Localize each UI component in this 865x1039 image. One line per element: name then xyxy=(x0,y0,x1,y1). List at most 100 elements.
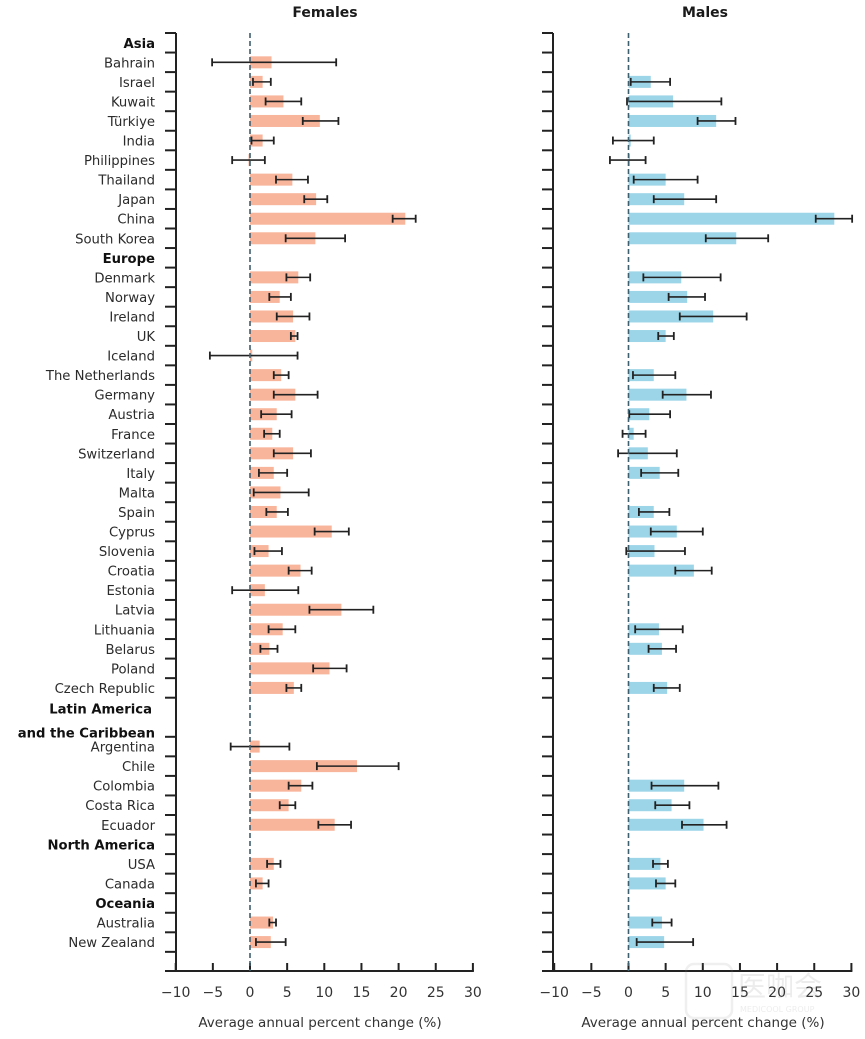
country-label: Slovenia xyxy=(99,545,155,560)
country-label: Norway xyxy=(105,291,155,306)
bar-germany xyxy=(250,388,296,401)
error-bar xyxy=(649,527,704,536)
error-bar xyxy=(634,625,684,634)
x-tick-label: 20 xyxy=(768,985,786,1001)
bar-uk xyxy=(628,330,666,343)
bar-ireland xyxy=(628,310,714,323)
error-bar xyxy=(289,332,299,341)
error-bar xyxy=(625,547,686,556)
error-bar xyxy=(285,683,303,692)
error-bar xyxy=(661,390,712,399)
error-bar xyxy=(681,820,728,829)
error-bar xyxy=(621,429,647,438)
country-label: Czech Republic xyxy=(55,682,155,697)
bar-spain xyxy=(250,505,277,518)
watermark-subtext: MEDICOOL GROUP xyxy=(740,1005,815,1014)
error-bar xyxy=(208,351,299,360)
country-label: UK xyxy=(137,330,156,345)
bar-cyprus xyxy=(250,525,332,538)
error-bar xyxy=(640,468,680,477)
country-label: Belarus xyxy=(105,643,155,658)
country-label: Thailand xyxy=(97,174,155,189)
error-bar xyxy=(287,566,313,575)
error-bar xyxy=(654,801,691,810)
country-label: France xyxy=(111,428,155,443)
error-bar xyxy=(263,429,281,438)
error-bar xyxy=(260,410,293,419)
error-bar xyxy=(313,527,350,536)
error-bar xyxy=(229,742,291,751)
x-tick-label: −10 xyxy=(539,985,569,1001)
error-bar xyxy=(231,156,266,165)
error-bar xyxy=(655,879,677,888)
bar-czech-republic xyxy=(628,681,668,694)
error-bar xyxy=(632,371,677,380)
error-bar xyxy=(303,195,329,204)
error-bar xyxy=(275,312,311,321)
row-labels: Asia Bahrain Israel Kuwait Türkiye India Phili… xyxy=(18,37,156,951)
error-bar xyxy=(308,605,375,614)
bar-lithuania xyxy=(250,623,283,636)
country-label: Denmark xyxy=(94,271,155,286)
country-label: Canada xyxy=(105,877,155,892)
bar-south-korea xyxy=(250,232,316,245)
error-bar xyxy=(317,820,352,829)
error-bar xyxy=(629,77,672,86)
bar-switzerland xyxy=(250,447,294,460)
region-header-label: Asia xyxy=(124,37,155,52)
error-bar xyxy=(252,488,310,497)
bar-ecuador xyxy=(628,818,704,831)
bar-czech-republic xyxy=(250,681,294,694)
country-label: New Zealand xyxy=(68,936,155,951)
country-label: Bahrain xyxy=(104,56,155,71)
females-x-axis-label: Average annual percent change (%) xyxy=(198,1015,441,1031)
region-header-label-line2: and the Caribbean xyxy=(18,726,155,741)
error-bar xyxy=(272,449,312,458)
watermark-badge-icon xyxy=(684,962,734,1020)
country-label: Italy xyxy=(126,467,155,482)
watermark-logo: 医咖会 MEDICOOL GROUP xyxy=(684,962,822,1020)
x-tick-label: 30 xyxy=(842,985,860,1001)
region-header-label: North America xyxy=(47,838,155,853)
error-bar xyxy=(674,566,713,575)
error-bar xyxy=(626,97,723,106)
country-label: Estonia xyxy=(106,584,155,599)
error-bar xyxy=(259,644,279,653)
x-tick-label: 20 xyxy=(390,985,408,1001)
x-tick-label: 5 xyxy=(283,985,292,1001)
error-bar xyxy=(255,879,270,888)
bar-china xyxy=(628,212,835,225)
males-panel: −10 −5 0 5 10 15 20 25 30 xyxy=(539,32,860,1001)
females-panel: −10 −5 0 5 10 15 20 25 30 xyxy=(161,32,482,1001)
bar-germany xyxy=(628,388,687,401)
bar-south-korea xyxy=(628,232,737,245)
country-label: China xyxy=(117,213,155,228)
error-bar xyxy=(312,664,348,673)
error-bar xyxy=(678,312,748,321)
males-x-axis-label: Average annual percent change (%) xyxy=(581,1015,824,1031)
error-bar xyxy=(267,625,297,634)
region-header-label: Oceania xyxy=(95,897,155,912)
bar-chile xyxy=(250,760,357,773)
x-tick-label: 10 xyxy=(694,985,712,1001)
error-bar xyxy=(650,781,720,790)
country-label: Iceland xyxy=(107,350,155,365)
bar-croatia xyxy=(628,564,694,577)
error-bar xyxy=(667,292,706,301)
error-bar xyxy=(301,116,340,125)
bar-belarus xyxy=(628,642,662,655)
region-header-label: Latin America xyxy=(49,702,152,717)
country-label: India xyxy=(123,135,155,150)
error-bar xyxy=(272,390,319,399)
country-label: Lithuania xyxy=(94,623,155,638)
error-bar xyxy=(211,58,338,67)
error-bar xyxy=(814,214,854,223)
bar-japan xyxy=(250,193,317,206)
country-label: Malta xyxy=(119,486,155,501)
error-bar xyxy=(284,234,347,243)
bar-t-rkiye xyxy=(628,114,717,127)
females-panel-title: Females xyxy=(292,5,357,21)
x-tick-label: 10 xyxy=(315,985,333,1001)
country-label: Germany xyxy=(94,389,155,404)
